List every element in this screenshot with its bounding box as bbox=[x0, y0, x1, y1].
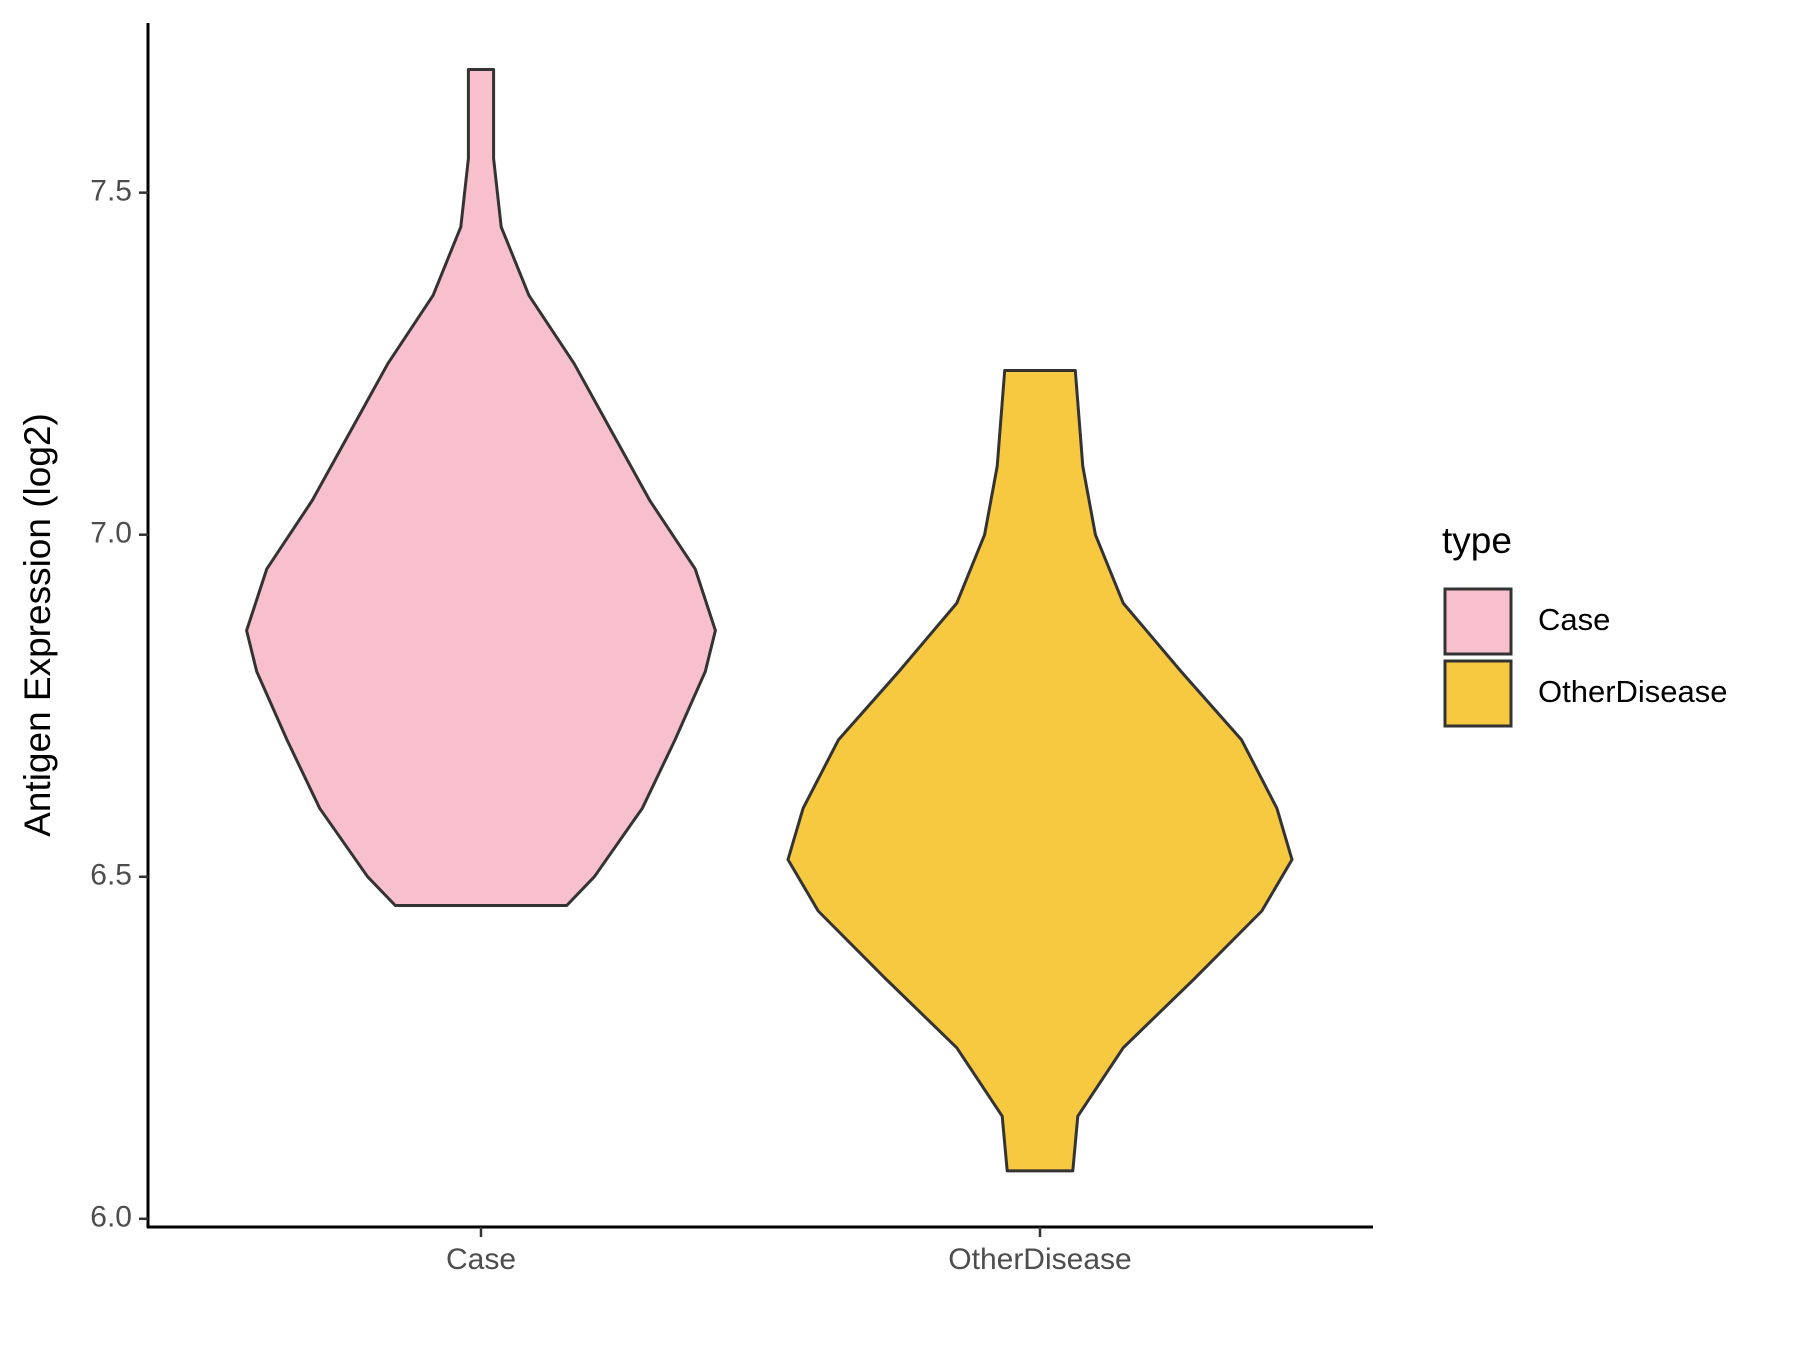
y-tick-label: 6.5 bbox=[90, 859, 132, 892]
x-tick-label: OtherDisease bbox=[948, 1243, 1131, 1276]
y-axis-title: Antigen Expression (log2) bbox=[17, 413, 58, 837]
y-tick-label: 7.5 bbox=[90, 175, 132, 208]
y-tick-label: 7.0 bbox=[90, 517, 132, 550]
legend-key bbox=[1443, 659, 1513, 728]
legend-label: Case bbox=[1538, 602, 1610, 637]
x-tick-label: Case bbox=[446, 1243, 516, 1276]
legend-label: OtherDisease bbox=[1538, 674, 1728, 709]
legend-key bbox=[1443, 587, 1513, 656]
y-tick-label: 6.0 bbox=[90, 1201, 132, 1234]
legend-title: type bbox=[1442, 520, 1512, 561]
violin bbox=[245, 68, 717, 907]
violin bbox=[786, 369, 1294, 1173]
